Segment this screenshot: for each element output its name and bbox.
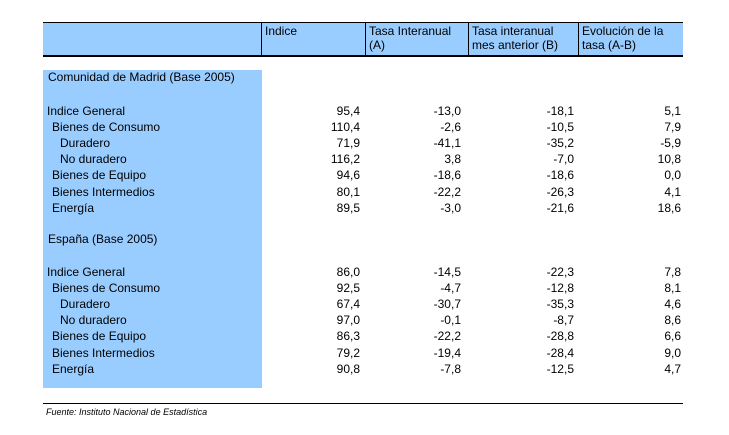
cell-value: 10,8 <box>657 152 681 167</box>
header-top-rule <box>43 22 683 23</box>
cell-value: 92,5 <box>336 281 360 296</box>
table-header: Indice Tasa Interanual (A) Tasa interanu… <box>43 22 683 55</box>
header-tasa-interanual: Tasa Interanual (A) <box>365 22 468 55</box>
table-row: Bienes Intermedios 79,2 -19,4 -28,4 9,0 <box>0 345 729 361</box>
cell-value: 7,8 <box>664 265 681 279</box>
header-tasa-mes-anterior: Tasa interanual mes anterior (B) <box>468 22 578 55</box>
cell-value: -28,8 <box>546 329 574 344</box>
row-label: Bienes de Consumo <box>52 120 161 135</box>
cell-value: -35,3 <box>546 297 574 312</box>
row-label-column <box>43 70 262 388</box>
cell-value: -3,0 <box>440 200 461 215</box>
table-row: Duradero 67,4 -30,7 -35,3 4,6 <box>0 296 729 312</box>
cell-value: -2,6 <box>440 120 461 135</box>
cell-value: -35,2 <box>546 136 574 151</box>
cell-value: -28,4 <box>546 345 574 360</box>
row-label: No duradero <box>60 313 127 328</box>
table-row: Bienes de Consumo 92,5 -4,7 -12,8 8,1 <box>0 280 729 296</box>
cell-value: -14,5 <box>433 265 461 279</box>
table-row: No duradero 116,2 3,8 -7,0 10,8 <box>0 151 729 167</box>
row-label: Energía <box>52 200 95 215</box>
table-row: Duradero 71,9 -41,1 -35,2 -5,9 <box>0 135 729 151</box>
cell-value: 71,9 <box>336 136 360 151</box>
cell-value: 3,8 <box>444 152 461 167</box>
cell-value: 79,2 <box>336 345 360 360</box>
cell-value: -10,5 <box>546 120 574 135</box>
header-bottom-rule <box>43 55 683 57</box>
cell-value: -12,8 <box>546 281 574 296</box>
cell-value: -18,1 <box>546 104 574 118</box>
cell-value: -19,4 <box>433 345 461 360</box>
cell-value: -30,7 <box>433 297 461 312</box>
header-label-cell <box>43 22 261 55</box>
cell-value: 9,0 <box>664 345 681 360</box>
cell-value: 97,0 <box>336 313 360 328</box>
table-row: Bienes de Equipo 86,3 -22,2 -28,8 6,6 <box>0 328 729 344</box>
cell-value: 18,6 <box>657 200 681 215</box>
cell-value: 67,4 <box>336 297 360 312</box>
cell-value: 4,1 <box>664 184 681 199</box>
footer-rule <box>43 403 683 404</box>
table-row: Indice General 95,4 -13,0 -18,1 5,1 <box>0 103 729 119</box>
cell-value: -18,6 <box>546 168 574 183</box>
table-row: Indice General 86,0 -14,5 -22,3 7,8 <box>0 264 729 280</box>
cell-value: -22,2 <box>433 184 461 199</box>
section-title: España (Base 2005) <box>48 232 158 246</box>
section-title: Comunidad de Madrid (Base 2005) <box>48 70 235 84</box>
cell-value: -8,7 <box>553 313 574 328</box>
cell-value: -21,6 <box>546 200 574 215</box>
header-evolucion: Evolución de la tasa (A-B) <box>578 22 683 55</box>
cell-value: 8,6 <box>664 313 681 328</box>
source-note: Fuente: Instituto Nacional de Estadístic… <box>46 407 208 417</box>
row-label: Indice General <box>47 265 126 279</box>
cell-value: -22,3 <box>546 265 574 279</box>
row-label: Duradero <box>60 297 111 312</box>
cell-value: 90,8 <box>336 361 360 376</box>
row-label: Bienes de Equipo <box>52 168 147 183</box>
table-row: Energía 90,8 -7,8 -12,5 4,7 <box>0 361 729 377</box>
cell-value: -13,0 <box>433 104 461 118</box>
cell-value: 94,6 <box>336 168 360 183</box>
cell-value: 110,4 <box>330 120 360 135</box>
row-label: Bienes de Equipo <box>52 329 147 344</box>
row-label: No duradero <box>60 152 127 167</box>
row-label: Indice General <box>47 104 126 118</box>
table-row: Energía 89,5 -3,0 -21,6 18,6 <box>0 200 729 216</box>
cell-value: 116,2 <box>330 152 360 167</box>
cell-value: 4,6 <box>664 297 681 312</box>
cell-value: 89,5 <box>336 200 360 215</box>
row-label: Energía <box>52 361 95 376</box>
row-label: Bienes Intermedios <box>52 345 155 360</box>
cell-value: -7,8 <box>440 361 461 376</box>
cell-value: 6,6 <box>664 329 681 344</box>
cell-value: -41,1 <box>433 136 461 151</box>
row-label: Bienes Intermedios <box>52 184 155 199</box>
row-label: Bienes de Consumo <box>52 281 161 296</box>
cell-value: 86,0 <box>336 265 360 279</box>
cell-value: 95,4 <box>336 104 360 118</box>
row-label: Duradero <box>60 136 111 151</box>
table-row: Bienes de Equipo 94,6 -18,6 -18,6 0,0 <box>0 167 729 183</box>
cell-value: 0,0 <box>664 168 681 183</box>
cell-value: -26,3 <box>546 184 574 199</box>
cell-value: -4,7 <box>440 281 461 296</box>
table-row: No duradero 97,0 -0,1 -8,7 8,6 <box>0 312 729 328</box>
cell-value: -5,9 <box>660 136 681 151</box>
cell-value: 8,1 <box>664 281 681 296</box>
cell-value: 80,1 <box>336 184 360 199</box>
table-row: Bienes Intermedios 80,1 -22,2 -26,3 4,1 <box>0 184 729 200</box>
cell-value: 5,1 <box>664 104 681 118</box>
cell-value: 86,3 <box>336 329 360 344</box>
cell-value: -12,5 <box>546 361 574 376</box>
cell-value: -22,2 <box>433 329 461 344</box>
cell-value: 7,9 <box>664 120 681 135</box>
cell-value: -7,0 <box>553 152 574 167</box>
header-indice: Indice <box>261 22 365 55</box>
cell-value: 4,7 <box>664 361 681 376</box>
cell-value: -18,6 <box>433 168 461 183</box>
cell-value: -0,1 <box>440 313 461 328</box>
table-row: Bienes de Consumo 110,4 -2,6 -10,5 7,9 <box>0 119 729 135</box>
